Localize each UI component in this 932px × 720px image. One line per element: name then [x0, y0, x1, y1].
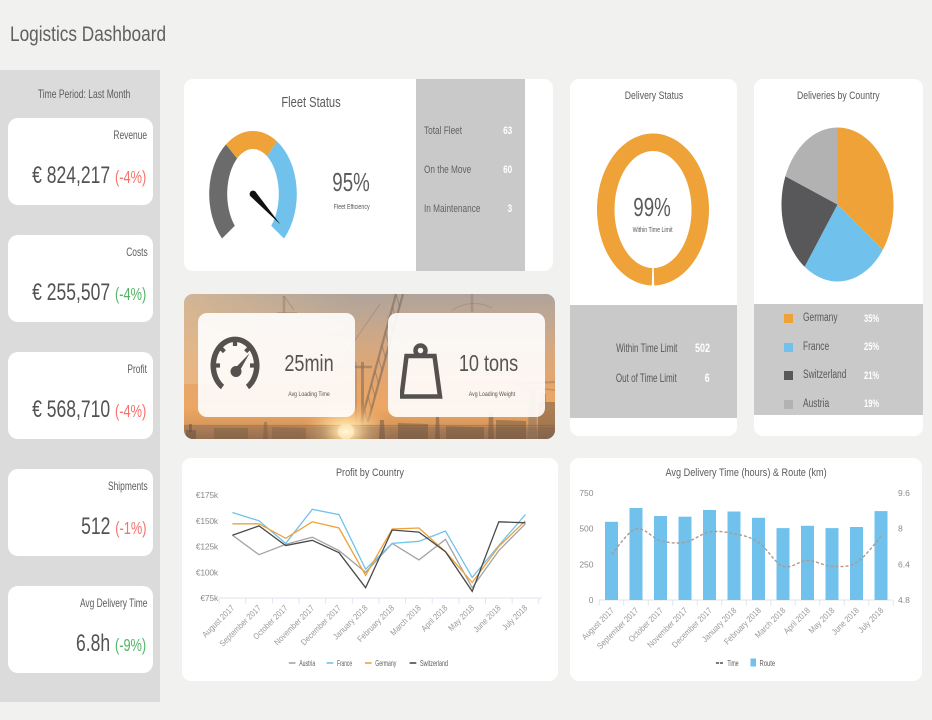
svg-text:€125k: €125k	[196, 542, 219, 552]
svg-text:Route: Route	[760, 658, 776, 668]
svg-text:€175k: €175k	[196, 490, 219, 500]
svg-text:June 2018: June 2018	[829, 605, 861, 637]
svg-text:June 2018: June 2018	[471, 603, 503, 635]
svg-text:Austria: Austria	[299, 658, 315, 668]
svg-text:250: 250	[579, 559, 593, 569]
svg-text:Switzerland: Switzerland	[420, 658, 448, 668]
svg-text:750: 750	[579, 488, 593, 498]
svg-text:€75k: €75k	[200, 593, 219, 603]
svg-text:April 2018: April 2018	[419, 603, 450, 634]
svg-text:Time: Time	[727, 658, 738, 668]
svg-text:9.6: 9.6	[898, 488, 910, 498]
svg-text:July 2018: July 2018	[856, 605, 886, 635]
svg-text:6.4: 6.4	[898, 559, 910, 569]
svg-text:4.8: 4.8	[898, 595, 910, 605]
svg-text:Germany: Germany	[375, 658, 396, 668]
svg-text:France: France	[337, 658, 352, 668]
svg-text:€100k: €100k	[196, 567, 219, 577]
svg-text:April 2018: April 2018	[781, 605, 812, 636]
svg-text:July 2018: July 2018	[500, 603, 530, 633]
svg-text:8: 8	[898, 524, 903, 534]
svg-text:€150k: €150k	[196, 516, 219, 526]
svg-text:500: 500	[579, 524, 593, 534]
svg-text:0: 0	[589, 595, 594, 605]
